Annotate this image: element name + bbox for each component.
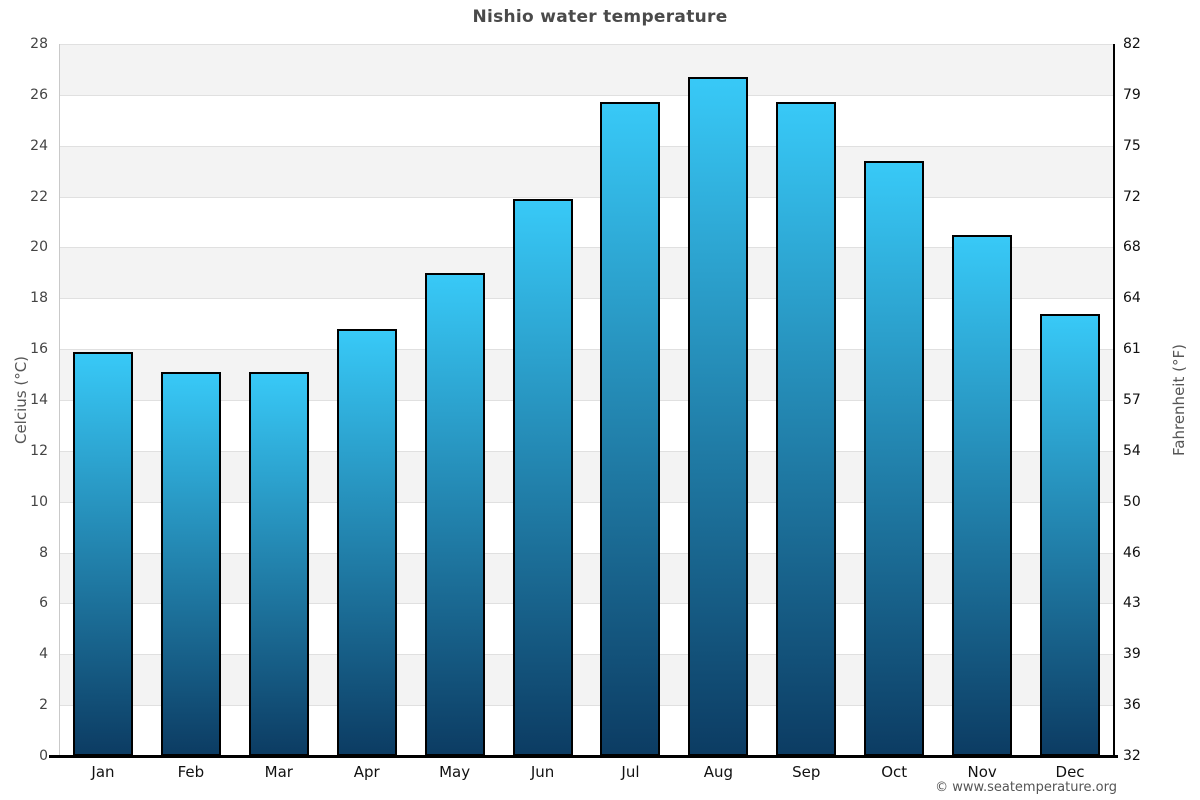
plot-band — [59, 654, 1114, 706]
gridline — [59, 705, 1114, 707]
celsius-tick-8: 8 — [39, 544, 48, 561]
plot-band — [59, 552, 1114, 604]
fahrenheit-axis-title: Fahrenheit (°F) — [1170, 344, 1188, 456]
bar-dec — [1040, 313, 1101, 756]
celsius-tick-24: 24 — [30, 137, 48, 154]
fahrenheit-tick-82: 82 — [1123, 36, 1141, 52]
bar-sep — [776, 102, 837, 756]
plot-area — [59, 44, 1114, 756]
gridline — [59, 603, 1114, 605]
plot-band — [59, 247, 1114, 299]
bar-aug — [688, 77, 749, 756]
month-label-apr: Apr — [353, 763, 380, 781]
month-label-feb: Feb — [177, 763, 205, 781]
fahrenheit-tick-39: 39 — [1123, 646, 1141, 663]
gridline — [59, 247, 1114, 249]
celsius-tick-12: 12 — [30, 442, 48, 459]
chart-title: Nishio water temperature — [472, 7, 728, 27]
right-axis-line — [1113, 44, 1115, 756]
month-label-aug: Aug — [703, 763, 734, 781]
fahrenheit-tick-46: 46 — [1123, 544, 1141, 561]
left-axis-line — [59, 44, 60, 756]
gridline — [59, 349, 1114, 351]
bottom-axis-line — [49, 755, 1118, 758]
gridline — [59, 44, 1114, 45]
month-label-may: May — [439, 763, 471, 781]
celsius-tick-16: 16 — [30, 341, 48, 358]
gridline — [59, 552, 1114, 554]
celsius-tick-28: 28 — [30, 36, 48, 52]
plot-band — [59, 95, 1114, 146]
month-label-jan: Jan — [91, 763, 115, 781]
celsius-tick-4: 4 — [39, 646, 48, 663]
celsius-tick-0: 0 — [39, 748, 48, 764]
plot-band — [59, 450, 1114, 502]
celsius-tick-6: 6 — [39, 595, 48, 612]
bar-feb — [160, 372, 221, 756]
bar-nov — [952, 234, 1013, 756]
fahrenheit-tick-50: 50 — [1123, 493, 1141, 510]
plot-band — [59, 349, 1114, 400]
month-label-mar: Mar — [264, 763, 293, 781]
month-label-dec: Dec — [1055, 763, 1085, 781]
bar-may — [424, 272, 485, 756]
bar-jun — [512, 199, 573, 756]
month-label-jul: Jul — [621, 763, 640, 781]
gridline — [59, 94, 1114, 96]
gridline — [59, 501, 1114, 503]
celsius-tick-18: 18 — [30, 290, 48, 307]
fahrenheit-tick-43: 43 — [1123, 595, 1141, 612]
bar-mar — [248, 372, 309, 756]
month-label-sep: Sep — [792, 763, 821, 781]
fahrenheit-tick-61: 61 — [1123, 341, 1141, 358]
plot-band — [59, 44, 1114, 95]
bar-oct — [864, 160, 925, 756]
copyright-credit: © www.seatemperature.org — [935, 780, 1117, 795]
gridline — [59, 145, 1114, 147]
gridline — [59, 196, 1114, 198]
fahrenheit-tick-36: 36 — [1123, 697, 1141, 714]
fahrenheit-tick-57: 57 — [1123, 392, 1141, 408]
celsius-tick-26: 26 — [30, 86, 48, 103]
gridline — [59, 298, 1114, 300]
fahrenheit-tick-79: 79 — [1123, 86, 1141, 103]
fahrenheit-tick-64: 64 — [1123, 290, 1141, 307]
gridline — [59, 450, 1114, 452]
month-label-oct: Oct — [881, 763, 908, 781]
gridline — [59, 400, 1114, 401]
fahrenheit-tick-32: 32 — [1123, 748, 1141, 764]
fahrenheit-tick-68: 68 — [1123, 239, 1141, 256]
celsius-axis-title: Celcius (°C) — [12, 355, 30, 445]
celsius-tick-10: 10 — [30, 493, 48, 510]
bar-jan — [72, 351, 133, 756]
fahrenheit-tick-54: 54 — [1123, 442, 1141, 459]
celsius-tick-22: 22 — [30, 188, 48, 205]
celsius-tick-20: 20 — [30, 239, 48, 256]
bar-apr — [336, 328, 397, 756]
month-label-nov: Nov — [967, 763, 997, 781]
gridline — [59, 654, 1114, 656]
celsius-tick-14: 14 — [30, 392, 48, 408]
bar-jul — [600, 102, 661, 756]
fahrenheit-tick-72: 72 — [1123, 188, 1141, 205]
celsius-tick-2: 2 — [39, 697, 48, 714]
fahrenheit-tick-75: 75 — [1123, 137, 1141, 154]
month-label-jun: Jun — [530, 763, 555, 781]
plot-band — [59, 145, 1114, 197]
